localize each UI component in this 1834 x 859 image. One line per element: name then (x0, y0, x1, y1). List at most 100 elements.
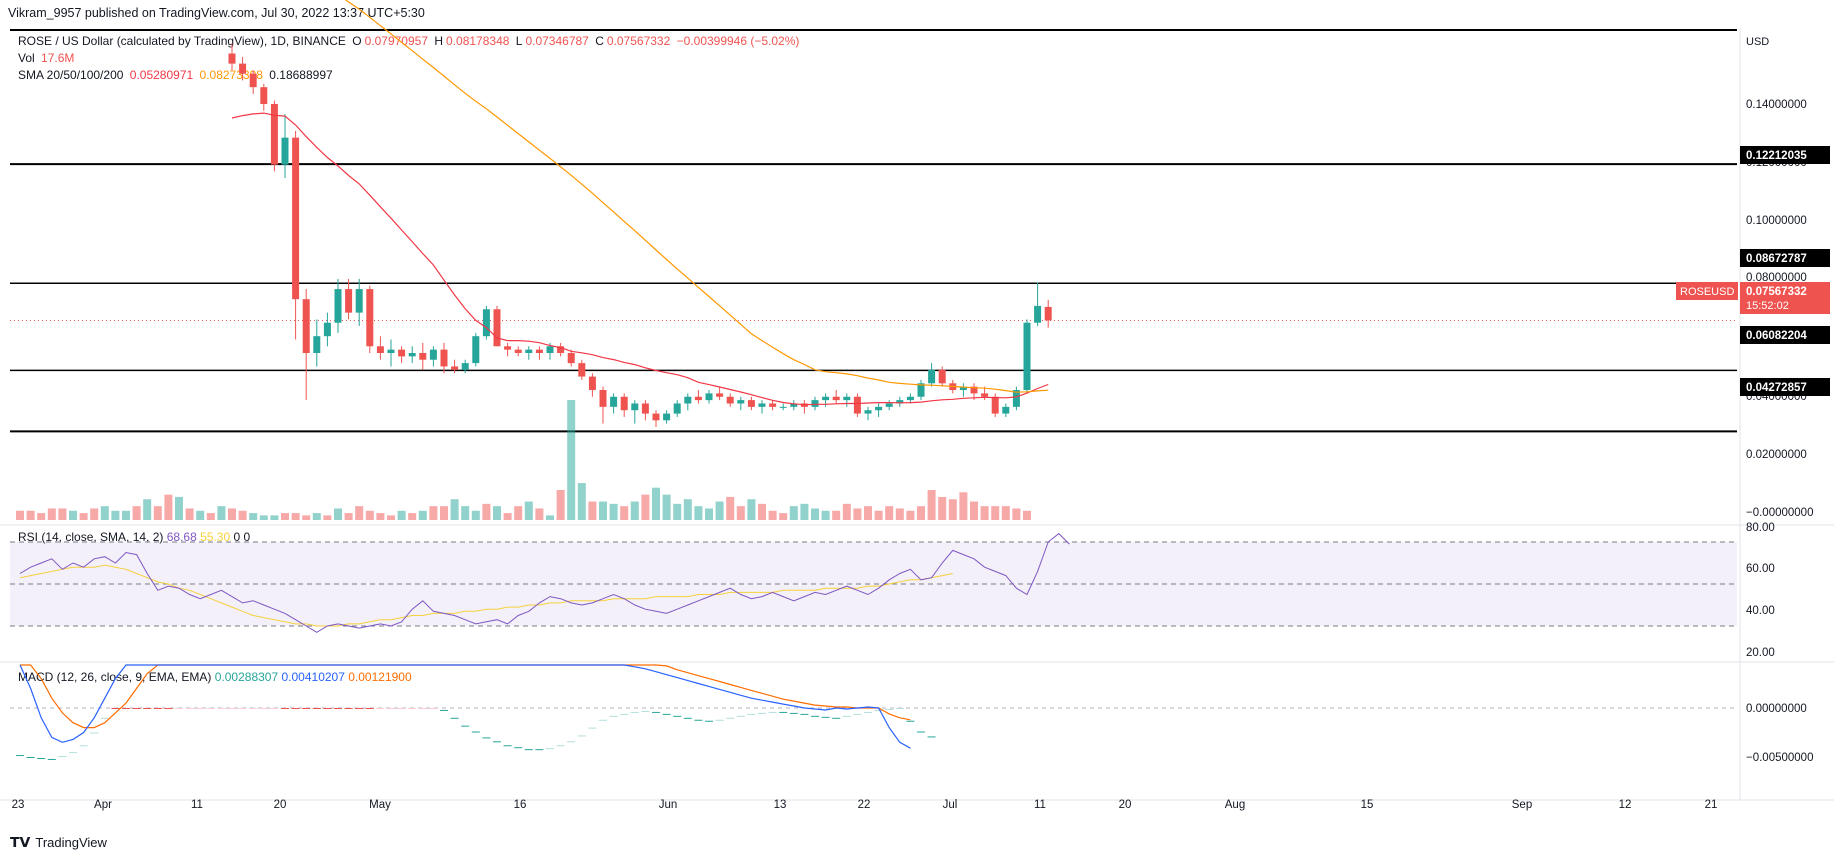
candle-body (249, 73, 257, 88)
volume-bar (397, 510, 406, 520)
volume-bar (821, 510, 830, 520)
volume-bar (779, 513, 788, 520)
candle-body (493, 309, 501, 347)
candle-body (1012, 390, 1020, 407)
macd-histogram-bar (249, 708, 258, 709)
volume-bar (705, 508, 713, 520)
volume-bar (726, 496, 735, 520)
candle-body (906, 396, 914, 401)
volume-bar (789, 506, 798, 520)
macd-histogram-bar (175, 708, 183, 709)
low-value: 0.07346787 (525, 34, 589, 48)
volume-value: 17.6M (41, 51, 75, 65)
volume-bar (948, 499, 957, 520)
candle-body (239, 63, 247, 74)
high-value: 0.08178348 (446, 34, 510, 48)
volume-bar (37, 513, 46, 520)
candle-body (1002, 406, 1010, 414)
macd-histogram-bar (514, 747, 523, 749)
volume-bar (991, 506, 1000, 520)
macd-histogram-bar (853, 713, 862, 715)
candle-body (567, 353, 575, 364)
volume-bar (853, 508, 862, 520)
candle-body (981, 393, 989, 397)
last-price-badge (1740, 282, 1830, 314)
macd-histogram-bar (503, 745, 512, 747)
volume-label[interactable]: Vol (18, 51, 35, 65)
macd-histogram-bar (334, 708, 342, 709)
macd-histogram-bar (228, 708, 236, 709)
macd-histogram-bar (164, 708, 173, 709)
macd-histogram-bar (493, 741, 501, 743)
macd-histogram-bar (185, 708, 194, 709)
change-value: −0.00399946 (−5.02%) (676, 34, 800, 48)
macd-signal-line (20, 664, 911, 729)
candle-body (822, 396, 830, 401)
volume-bar (365, 510, 374, 520)
macd-histogram-bar (143, 708, 152, 709)
price-tick: 0.10000000 (1746, 215, 1807, 227)
candle-body (758, 403, 766, 407)
macd-histogram-bar (238, 708, 247, 709)
volume-bar (238, 510, 247, 520)
candle-body (588, 376, 596, 391)
candle-body (779, 406, 787, 408)
rsi-value: 68.68 (166, 530, 197, 544)
tradingview-brand[interactable]: 𝗧𝗩 TradingView (10, 834, 107, 851)
candle-body (535, 349, 543, 354)
candle-body (270, 104, 278, 165)
macd-histogram-bar (917, 731, 925, 733)
volume-bar (217, 506, 226, 520)
candle-body (228, 53, 236, 64)
candle-body (747, 400, 755, 407)
candle-body (620, 396, 628, 411)
time-tick: 20 (274, 799, 287, 811)
macd-histogram-bar (408, 708, 417, 709)
candle-body (737, 400, 745, 404)
volume-bar (249, 513, 258, 520)
macd-histogram-bar (429, 708, 438, 709)
macd-histogram-bar (471, 731, 480, 733)
macd-histogram-bar (599, 719, 607, 721)
rsi-band (10, 542, 1737, 626)
time-tick: Aug (1225, 799, 1245, 811)
time-tick: 15 (1361, 799, 1374, 811)
volume-bar (641, 494, 650, 520)
macd-tick: 0.00000000 (1746, 703, 1807, 715)
candle-body (429, 349, 437, 360)
macd-histogram-bar (302, 708, 311, 709)
macd-histogram-bar (705, 720, 713, 722)
volume-bar (842, 503, 851, 520)
macd-histogram-bar (397, 708, 406, 709)
macd-label[interactable]: MACD (12, 26, close, 9, EMA, EMA) (18, 670, 212, 684)
candle-body (482, 309, 490, 337)
macd-histogram-bar (662, 713, 671, 715)
macd-histogram-bar (842, 715, 851, 717)
volume-bar (736, 506, 745, 520)
macd-histogram-bar (461, 725, 470, 727)
macd-histogram-bar (365, 708, 374, 709)
time-tick: 20 (1119, 799, 1132, 811)
volume-bar (503, 513, 512, 520)
volume-bar (970, 501, 978, 520)
volume-bar (683, 499, 692, 520)
macd-histogram-bar (800, 713, 809, 715)
macd-histogram-bar (683, 717, 692, 719)
candle-body (610, 396, 618, 407)
volume-bar (832, 510, 841, 520)
candle-body (726, 396, 734, 404)
time-tick: 11 (191, 799, 203, 811)
candle-body (472, 336, 480, 364)
level-badge-label: 0.08672787 (1746, 253, 1807, 265)
macd-histogram-bar (37, 757, 46, 759)
volume-bar (1023, 510, 1031, 520)
symbol-title[interactable]: ROSE / US Dollar (calculated by TradingV… (18, 34, 346, 48)
volume-bar (758, 503, 766, 520)
volume-bar (196, 510, 205, 520)
rsi-label[interactable]: RSI (14, close, SMA, 14, 2) (18, 530, 164, 544)
candle-body (938, 369, 946, 384)
macd-histogram-bar (736, 715, 745, 717)
level-badge (1740, 378, 1830, 396)
sma-label[interactable]: SMA 20/50/100/200 (18, 68, 124, 82)
